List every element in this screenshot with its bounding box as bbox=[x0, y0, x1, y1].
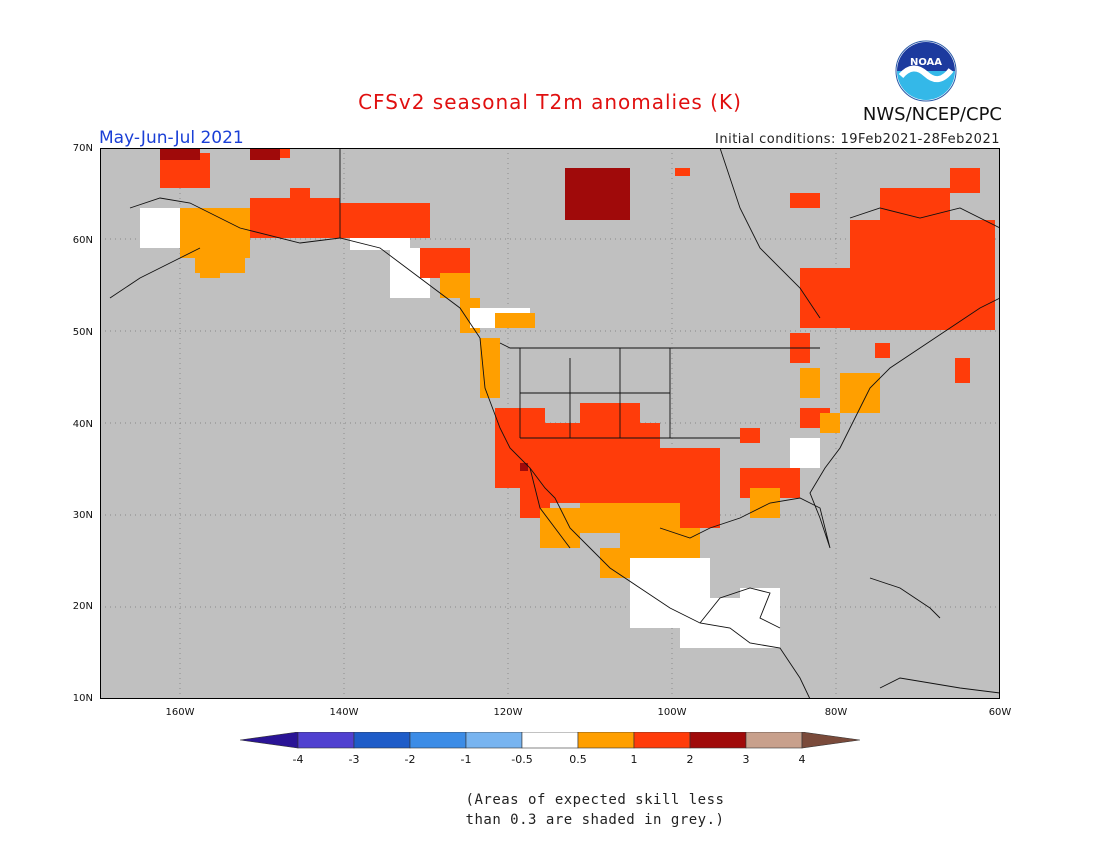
legend-swatch bbox=[297, 732, 355, 749]
season-label: May-Jun-Jul 2021 bbox=[99, 128, 244, 148]
lat-tick-70n: 70N bbox=[72, 143, 93, 154]
lat-tick-20n: 20N bbox=[72, 601, 93, 612]
lon-tick-120w: 120W bbox=[493, 707, 523, 718]
legend-label: -2 bbox=[405, 753, 416, 766]
lon-tick-60w: 60W bbox=[988, 707, 1012, 718]
legend-swatch bbox=[745, 732, 803, 749]
legend-label: 1 bbox=[631, 753, 638, 766]
anomaly-map bbox=[100, 148, 1000, 699]
legend-label: 2 bbox=[687, 753, 694, 766]
legend-label: 0.5 bbox=[569, 753, 587, 766]
lat-tick-30n: 30N bbox=[72, 510, 93, 521]
legend-swatch bbox=[689, 732, 747, 749]
color-legend: -4 -3 -2 -1 -0.5 0.5 1 2 3 4 bbox=[240, 732, 860, 766]
lon-tick-160w: 160W bbox=[165, 707, 195, 718]
legend-swatch bbox=[577, 732, 635, 749]
legend-label: -1 bbox=[461, 753, 472, 766]
agency-label: NWS/NCEP/CPC bbox=[862, 104, 1002, 125]
lat-tick-10n: 10N bbox=[72, 693, 93, 704]
legend-arrow-high bbox=[801, 732, 860, 749]
lon-tick-80w: 80W bbox=[824, 707, 848, 718]
legend-swatch bbox=[521, 732, 579, 749]
lat-tick-60n: 60N bbox=[72, 235, 93, 246]
legend-label: 3 bbox=[743, 753, 750, 766]
noaa-logo: NOAA bbox=[895, 40, 957, 102]
anomaly-fills bbox=[140, 148, 995, 648]
legend-swatch bbox=[409, 732, 467, 749]
initial-conditions-label: Initial conditions: 19Feb2021-28Feb2021 bbox=[715, 132, 1000, 147]
legend-arrow-low bbox=[240, 732, 299, 749]
logo-text: NOAA bbox=[910, 57, 942, 68]
legend-swatch bbox=[633, 732, 691, 749]
legend-swatch bbox=[465, 732, 523, 749]
lon-tick-140w: 140W bbox=[329, 707, 359, 718]
skill-note-line2: than 0.3 are shaded in grey.) bbox=[465, 812, 725, 828]
chart-title: CFSv2 seasonal T2m anomalies (K) bbox=[358, 90, 742, 114]
legend-label: 4 bbox=[799, 753, 806, 766]
legend-swatch bbox=[353, 732, 411, 749]
skill-note-line1: (Areas of expected skill less bbox=[465, 792, 725, 808]
legend-label: -0.5 bbox=[511, 753, 532, 766]
coastlines bbox=[109, 148, 1000, 699]
legend-label: -3 bbox=[349, 753, 360, 766]
lat-tick-40n: 40N bbox=[72, 419, 93, 430]
lon-tick-100w: 100W bbox=[657, 707, 687, 718]
lat-tick-50n: 50N bbox=[72, 327, 93, 338]
legend-label: -4 bbox=[293, 753, 304, 766]
